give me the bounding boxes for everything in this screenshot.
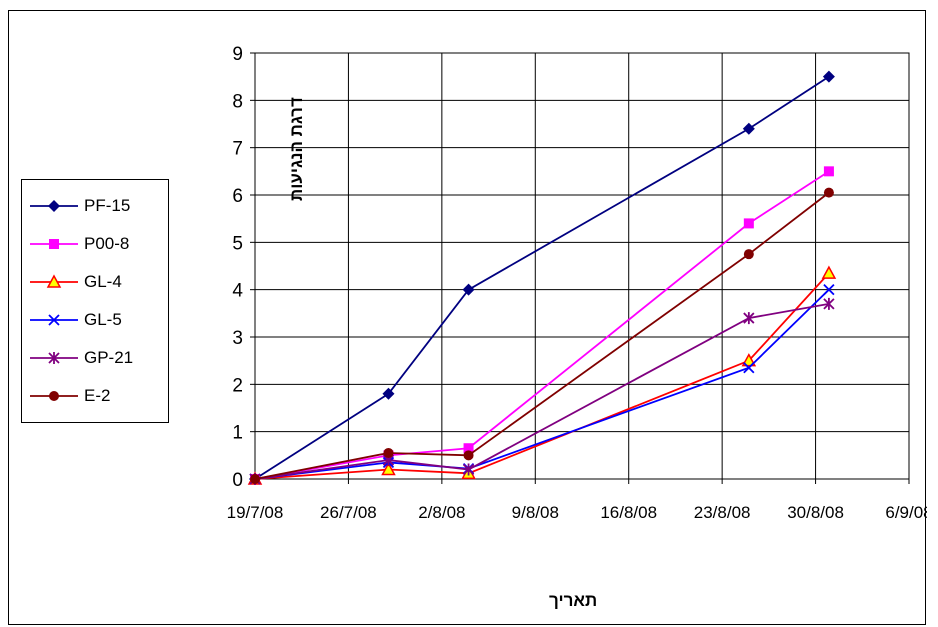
plot-area: [254, 52, 910, 480]
data-point: [823, 297, 835, 310]
data-point: [462, 463, 475, 476]
data-point: [743, 218, 754, 229]
series-line: [254, 75, 830, 480]
legend-label: P00-8: [84, 234, 130, 253]
data-point: [821, 265, 837, 279]
series-PF-15: [249, 70, 835, 485]
data-point: [383, 447, 394, 458]
data-point: [742, 122, 755, 135]
legend-label: E-2: [84, 386, 111, 405]
series-P00-8: [250, 166, 834, 484]
x-axis-title: תאריך: [549, 591, 598, 610]
data-point: [49, 391, 59, 401]
data-point: [743, 249, 754, 260]
legend-item: E-2: [22, 384, 168, 408]
y-tick-label: 4: [232, 281, 243, 302]
x-tick-label: 26/7/08: [320, 503, 377, 522]
legend-label: GP-21: [84, 348, 134, 367]
legend-swatch: [30, 314, 78, 326]
legend-item: PF-15: [22, 194, 168, 218]
legend-item: GL-5: [22, 308, 168, 332]
x-tick-label: 2/8/08: [418, 503, 465, 522]
legend-label: PF-15: [84, 196, 131, 215]
y-tick-label: 9: [232, 44, 243, 65]
legend-swatch: [30, 391, 78, 401]
data-point: [48, 200, 60, 212]
legend-label: GL-4: [84, 272, 122, 291]
x-tick-label: 9/8/08: [512, 503, 559, 522]
data-point: [743, 312, 755, 325]
legend-label: GL-5: [84, 310, 122, 329]
y-tick-label: 8: [232, 91, 243, 112]
legend-swatch: [30, 239, 78, 249]
data-point: [250, 474, 260, 484]
y-tick-label: 0: [232, 470, 243, 491]
x-tick-label: 19/7/08: [227, 503, 284, 522]
x-tick-label: 30/8/08: [787, 503, 844, 522]
y-tick-label: 2: [232, 375, 243, 396]
data-point: [743, 362, 755, 374]
x-tick-label: 23/8/08: [694, 503, 751, 522]
x-tick-label: 6/9/08: [885, 503, 927, 522]
data-point: [822, 70, 835, 83]
data-point: [463, 443, 474, 454]
data-point: [823, 187, 834, 198]
data-point: [462, 283, 475, 296]
series-line: [254, 170, 830, 480]
data-point: [823, 166, 834, 177]
legend-item: GL-4: [22, 270, 168, 294]
legend-item: P00-8: [22, 232, 168, 256]
series-line: [254, 302, 830, 480]
y-axis-title: דרגת הנגיעות: [287, 97, 306, 201]
chart-legend: PF-15 P00-8 GL-4 GL-5 GP-21 E-2: [21, 179, 169, 423]
y-tick-label: 1: [232, 423, 243, 444]
data-point: [48, 314, 60, 326]
legend-swatch: [30, 200, 78, 212]
series-GL-4: [247, 265, 837, 485]
data-point: [741, 353, 757, 367]
x-tick-label: 16/8/08: [600, 503, 657, 522]
legend-swatch: [30, 274, 78, 288]
data-point: [49, 239, 59, 249]
series-E-2: [250, 187, 834, 484]
legend-item: GP-21: [22, 346, 168, 370]
series-line: [254, 191, 830, 480]
series-line: [254, 272, 830, 480]
data-point: [823, 284, 835, 296]
data-point: [48, 352, 60, 364]
y-tick-label: 6: [232, 186, 243, 207]
data-point: [381, 461, 396, 476]
data-point: [463, 450, 474, 461]
line-chart: 0 1 2 3 4 5 6 7 8 9 19/7/08 26/7/08 2/8/08 9/8/08 16/8…: [227, 44, 927, 522]
y-tick-label: 5: [232, 233, 243, 254]
y-tick-label: 7: [232, 139, 243, 160]
chart-frame: 0 1 2 3 4 5 6 7 8 9 19/7/08 26/7/08 2/8/08 9/8/08 16/8…: [8, 10, 927, 625]
legend-swatch: [30, 352, 78, 364]
y-tick-label: 3: [232, 328, 243, 349]
data-point: [382, 387, 395, 400]
y-axis-title-wrap: דרגת הנגיעות: [157, 0, 306, 201]
data-point: [46, 274, 62, 288]
series-GP-21: [249, 297, 835, 485]
